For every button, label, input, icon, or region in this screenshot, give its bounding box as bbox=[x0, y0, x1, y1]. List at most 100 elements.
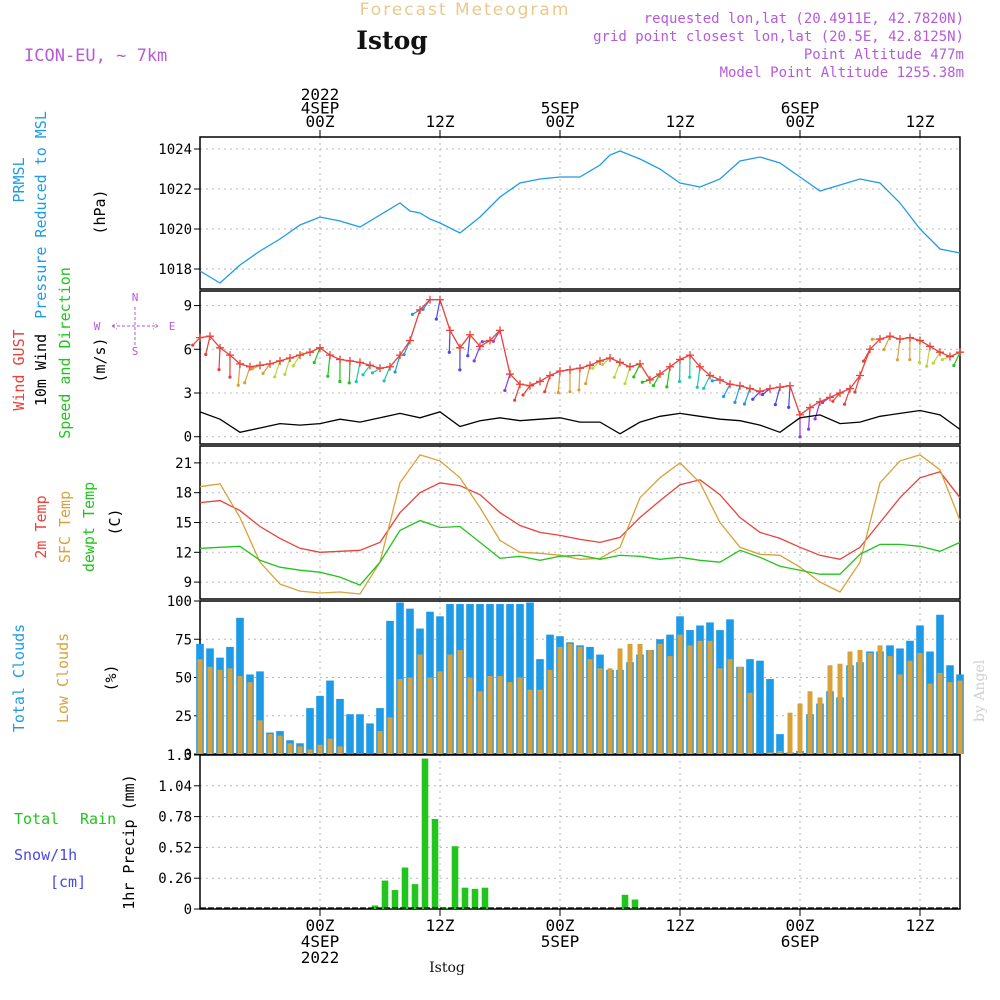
low-cloud-bar bbox=[197, 659, 203, 754]
y-tick-label: 1022 bbox=[158, 182, 192, 198]
time-label: 00Z bbox=[546, 916, 575, 935]
low-cloud-bar bbox=[307, 749, 313, 754]
wind-arrow bbox=[362, 364, 371, 376]
time-label: 12Z bbox=[906, 112, 935, 131]
compass-w: W bbox=[94, 320, 101, 333]
wind-arrow-head bbox=[434, 317, 438, 321]
low-cloud-bar bbox=[637, 643, 643, 754]
gust-marker bbox=[366, 361, 374, 370]
low-cloud-bar bbox=[817, 697, 823, 754]
wind-arrow-head bbox=[458, 368, 462, 372]
wind-arrow-head bbox=[543, 390, 547, 394]
bottom-location: Istog bbox=[429, 960, 465, 976]
gust-marker bbox=[596, 356, 604, 365]
prmsl-line bbox=[199, 150, 961, 284]
gust-marker bbox=[686, 351, 694, 360]
wind-arrow-head bbox=[472, 359, 476, 363]
wind-arrow bbox=[313, 347, 321, 363]
compass-s: S bbox=[132, 345, 139, 358]
wind-arrow-head bbox=[751, 397, 755, 401]
low-cloud-bar bbox=[937, 672, 943, 754]
low-cloud-bar bbox=[267, 734, 273, 754]
y-tick-label: 18 bbox=[175, 486, 192, 502]
gust-marker bbox=[676, 355, 684, 364]
y-tick-label: 15 bbox=[175, 516, 192, 532]
low-cloud-bar bbox=[297, 746, 303, 754]
low-cloud-bar bbox=[777, 750, 783, 754]
y-tick-label: 1018 bbox=[158, 262, 192, 278]
low-cloud-bar bbox=[377, 731, 383, 754]
wind-arrow-head bbox=[917, 360, 922, 365]
gust-marker bbox=[336, 355, 344, 364]
gust-marker bbox=[556, 367, 564, 376]
wind-arrow bbox=[602, 357, 611, 365]
wind-arrow-head bbox=[688, 375, 692, 379]
gust-marker bbox=[846, 384, 854, 393]
time-label: 2022 bbox=[301, 85, 340, 104]
gust-marker bbox=[376, 364, 384, 373]
wind-unit: (m/s) bbox=[91, 337, 109, 382]
wind-arrow-head bbox=[760, 392, 765, 397]
wind-arrow-head bbox=[521, 393, 525, 397]
gust-marker bbox=[656, 370, 664, 379]
gust-marker bbox=[606, 354, 614, 363]
low-cloud-bar bbox=[807, 691, 813, 754]
temp-line-1 bbox=[199, 454, 961, 595]
low-cloud-bar bbox=[787, 712, 793, 754]
gust-marker bbox=[856, 371, 864, 380]
total-cloud-bar bbox=[316, 695, 324, 754]
model-altitude: Model Point Altitude 1255.38m bbox=[720, 65, 964, 81]
wind-desc-label: Speed and Direction bbox=[56, 267, 74, 439]
wind-arrow-head bbox=[250, 367, 254, 371]
wind-arrow-head bbox=[695, 385, 699, 389]
low-cloud-bar bbox=[457, 649, 463, 754]
total-cloud-bar bbox=[336, 698, 344, 754]
time-label: 2022 bbox=[301, 948, 340, 967]
low-cloud-bar bbox=[407, 677, 413, 754]
total-cloud-bar bbox=[386, 620, 394, 754]
low-cloud-bar bbox=[477, 691, 483, 754]
gust-marker bbox=[496, 326, 504, 335]
wind-arrow bbox=[832, 392, 841, 402]
total-cloud-bar bbox=[476, 604, 484, 754]
wind-arrow bbox=[953, 351, 961, 366]
y-tick-label: 21 bbox=[175, 456, 192, 472]
temp-unit: (C) bbox=[106, 508, 124, 535]
panel-frame bbox=[199, 290, 961, 445]
wind-panel: 0 3 6 9 bbox=[184, 290, 964, 446]
rain-bar bbox=[471, 888, 479, 909]
low-cloud-bar bbox=[877, 645, 883, 754]
low-cloud-bar bbox=[867, 653, 873, 754]
wind-arrow-head bbox=[261, 371, 265, 375]
y-tick-label: 0.26 bbox=[158, 871, 192, 887]
y-tick-label: 0 bbox=[184, 747, 192, 763]
rain-label-rain: Rain bbox=[80, 810, 116, 828]
wind-arrow-head bbox=[665, 385, 669, 389]
wind-arrow-head bbox=[577, 388, 581, 392]
wind-arrow-head bbox=[370, 371, 375, 375]
wind-arrow bbox=[592, 360, 601, 369]
low-cloud-bar bbox=[597, 668, 603, 754]
time-label: 12Z bbox=[906, 916, 935, 935]
gust-marker bbox=[466, 330, 474, 339]
wind-arrow bbox=[652, 373, 661, 386]
gust-marker bbox=[816, 397, 824, 406]
wind-arrow-head bbox=[710, 379, 714, 383]
gust-marker bbox=[546, 371, 554, 380]
low-cloud-bar bbox=[707, 640, 713, 754]
wind-arrow bbox=[843, 388, 851, 405]
gust-marker bbox=[616, 358, 624, 367]
temp-line-0 bbox=[199, 471, 961, 560]
low-cloud-bar bbox=[747, 692, 753, 754]
wind-arrow bbox=[774, 387, 781, 405]
time-label: 5SEP bbox=[541, 99, 580, 118]
total-cloud-bar bbox=[776, 734, 784, 754]
sfc-label: SFC Temp bbox=[56, 491, 74, 563]
low-cloud-bar bbox=[577, 646, 583, 754]
y-tick-label: 0 bbox=[184, 430, 192, 446]
low-cloud-bar bbox=[697, 640, 703, 754]
wind-arrow-head bbox=[410, 312, 415, 316]
wind-arrow-head bbox=[568, 390, 572, 394]
low-cloud-bar bbox=[217, 669, 223, 754]
